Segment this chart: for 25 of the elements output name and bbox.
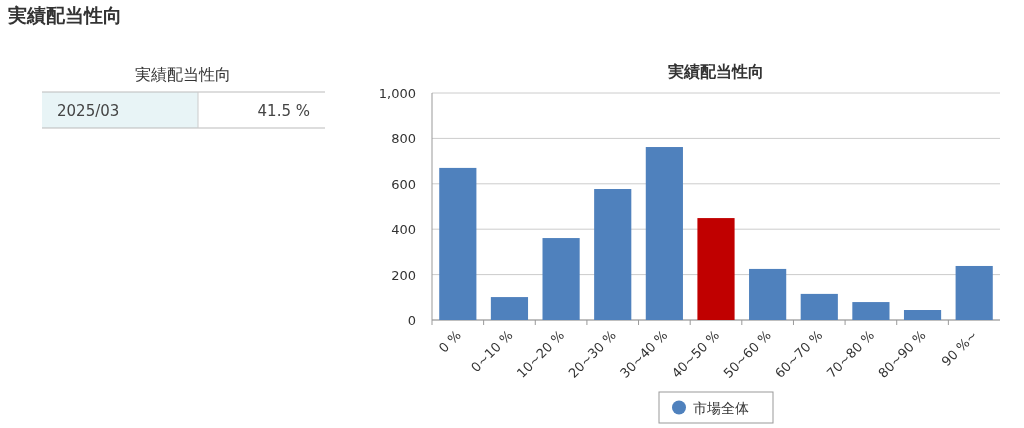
y-tick-label: 200 (391, 267, 416, 283)
bar (800, 293, 838, 320)
bar (645, 147, 683, 320)
text: 実績配当性向 (7, 4, 122, 26)
bar (594, 189, 632, 320)
bar (903, 310, 942, 320)
bar (542, 238, 580, 320)
y-tick-label: 600 (391, 176, 416, 192)
bar (955, 265, 993, 320)
bar (697, 218, 735, 320)
chart-title: 実績配当性向 (667, 62, 764, 81)
x-tick-label: 0 % (435, 327, 464, 356)
x-tick-label: 90 %~ (938, 327, 981, 370)
y-tick-label: 0 (407, 313, 416, 328)
text: 実績配当性向 (135, 65, 231, 84)
bar (749, 268, 787, 320)
text: 41.5 % (257, 102, 310, 120)
y-tick-label: 800 (391, 131, 416, 147)
bar (490, 297, 529, 320)
y-tick-label: 1,000 (378, 86, 416, 101)
legend-label: 市場全体 (693, 400, 749, 416)
text: 2025/03 (57, 102, 120, 120)
bar (852, 302, 890, 320)
y-tick-label: 400 (391, 222, 416, 238)
bar (439, 167, 477, 320)
